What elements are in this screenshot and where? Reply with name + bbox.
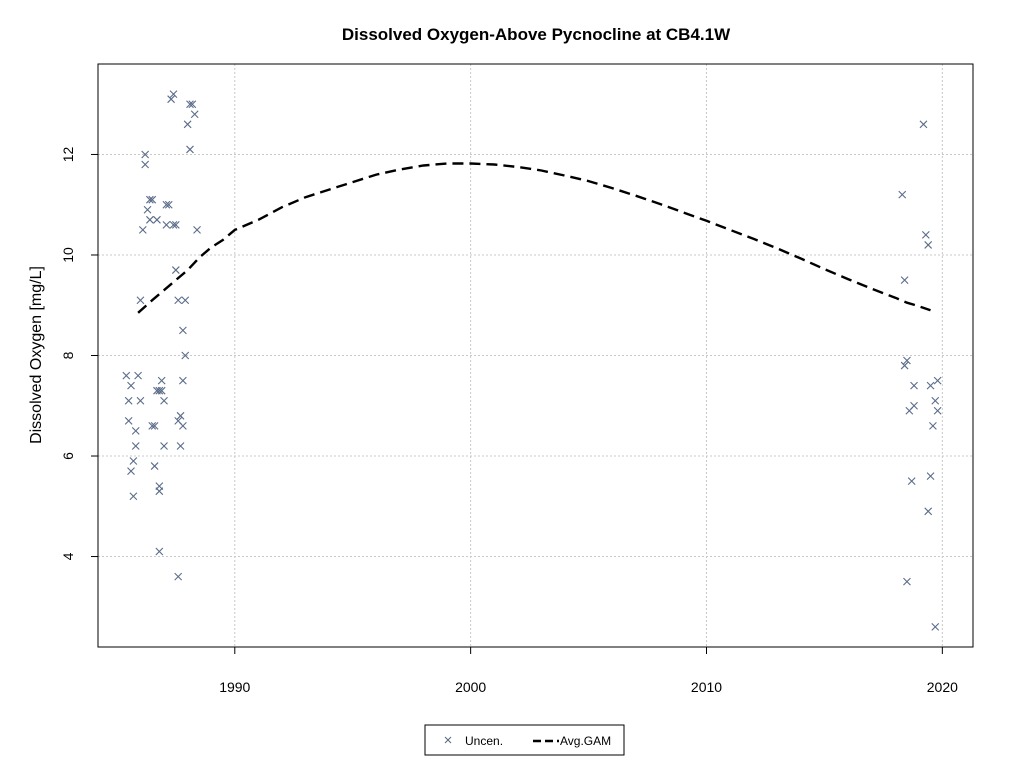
data-point — [176, 411, 185, 420]
y-tick-label: 8 — [60, 351, 76, 359]
y-tick-label: 6 — [60, 452, 76, 460]
legend: Uncen. Avg.GAM — [424, 724, 625, 756]
data-point — [174, 572, 183, 581]
y-tick-label: 10 — [60, 247, 76, 263]
data-point — [157, 376, 166, 385]
data-point — [150, 421, 159, 430]
data-point — [134, 371, 142, 380]
data-point — [157, 386, 166, 395]
data-point — [171, 220, 180, 229]
data-point — [153, 215, 161, 224]
data-point — [900, 276, 909, 285]
data-point — [145, 215, 154, 224]
data-point — [131, 426, 140, 435]
data-point — [179, 421, 187, 430]
data-point — [174, 296, 183, 305]
data-point — [148, 195, 157, 204]
y-axis-label: Dissolved Oxygen [mg/L] — [28, 266, 45, 444]
data-point — [169, 90, 178, 99]
x-tick-label: 2020 — [927, 679, 958, 695]
data-point — [129, 457, 138, 465]
data-point — [924, 507, 933, 516]
data-point — [131, 442, 140, 450]
data-point — [124, 396, 133, 405]
grid — [98, 64, 973, 647]
data-point — [127, 467, 135, 475]
data-point — [924, 241, 933, 249]
gam-line-layer — [137, 162, 931, 314]
data-point — [162, 200, 171, 209]
legend-label-uncen: Uncen. — [465, 734, 503, 748]
data-point — [155, 547, 164, 556]
data-point — [926, 381, 935, 390]
data-point — [160, 442, 168, 450]
data-point — [919, 120, 928, 129]
data-point — [138, 225, 147, 234]
data-point — [148, 421, 157, 430]
data-point — [167, 95, 176, 104]
data-point — [910, 381, 918, 390]
gam-line — [137, 162, 931, 314]
data-point — [141, 150, 150, 159]
data-point — [129, 492, 138, 501]
data-point — [921, 230, 930, 239]
data-point — [150, 462, 159, 470]
data-point — [907, 477, 916, 486]
data-point — [181, 351, 190, 360]
data-point — [903, 577, 911, 586]
data-point — [926, 472, 935, 481]
data-point — [910, 401, 918, 410]
data-point — [931, 396, 940, 405]
data-point — [160, 396, 168, 405]
legend-marker-uncen — [444, 736, 452, 744]
data-point — [127, 381, 135, 390]
data-point — [143, 205, 152, 214]
data-point — [186, 145, 194, 154]
data-point — [190, 110, 199, 119]
data-point — [933, 406, 942, 415]
y-tick-label: 12 — [60, 146, 76, 162]
data-point — [141, 160, 150, 169]
data-point — [145, 195, 154, 204]
data-point — [155, 386, 164, 395]
data-point — [171, 266, 180, 274]
data-point — [933, 376, 942, 385]
data-point — [929, 421, 937, 430]
data-point — [179, 326, 187, 335]
data-point — [162, 220, 171, 229]
data-point — [903, 356, 911, 365]
data-point — [179, 376, 187, 385]
chart-title: Dissolved Oxygen-Above Pycnocline at CB4… — [342, 25, 731, 44]
data-point — [155, 487, 164, 496]
y-tick-label: 4 — [60, 552, 76, 560]
data-point — [136, 296, 145, 305]
data-point — [136, 396, 145, 405]
data-point — [169, 220, 178, 229]
data-point — [186, 100, 194, 109]
data-point — [898, 190, 907, 199]
data-point — [181, 296, 190, 305]
uncen-points — [122, 90, 942, 631]
data-point — [900, 361, 909, 370]
legend-box — [424, 724, 625, 756]
legend-label-gam: Avg.GAM — [560, 734, 611, 748]
x-tick-label: 1990 — [219, 679, 250, 695]
x-tick-label: 2000 — [455, 679, 486, 695]
data-point — [193, 225, 201, 234]
data-point — [183, 120, 192, 129]
x-tick-label: 2010 — [691, 679, 722, 695]
data-point — [164, 200, 173, 209]
data-point — [931, 623, 940, 631]
data-point — [188, 100, 197, 109]
data-point — [122, 371, 131, 380]
axes: 1990 2000 2010 2020 4 6 8 10 12 — [60, 146, 958, 695]
data-point — [176, 442, 185, 450]
data-point — [124, 416, 133, 425]
